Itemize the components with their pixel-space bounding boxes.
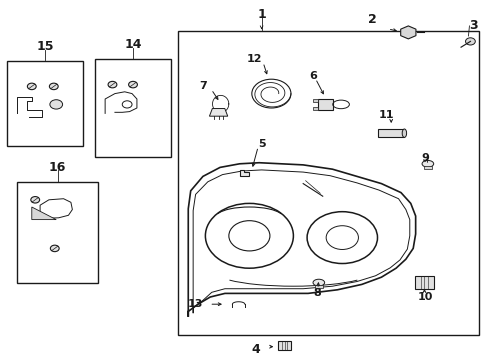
- Text: 1: 1: [257, 8, 265, 21]
- Text: 10: 10: [417, 292, 432, 302]
- Bar: [423, 166, 431, 169]
- Text: 12: 12: [246, 54, 262, 64]
- Bar: [414, 276, 433, 289]
- Polygon shape: [239, 170, 249, 176]
- Circle shape: [128, 81, 137, 88]
- Text: 4: 4: [251, 343, 260, 356]
- Text: 2: 2: [367, 13, 376, 26]
- Circle shape: [50, 100, 62, 109]
- Circle shape: [50, 245, 59, 252]
- Ellipse shape: [312, 279, 324, 286]
- Bar: [17, 182, 98, 283]
- Circle shape: [49, 83, 58, 90]
- Text: 11: 11: [378, 110, 393, 120]
- Bar: [7, 61, 83, 146]
- Text: 3: 3: [468, 19, 477, 32]
- Text: 5: 5: [257, 139, 265, 149]
- Bar: [312, 99, 318, 102]
- Text: 14: 14: [124, 39, 142, 51]
- Text: 8: 8: [312, 288, 320, 298]
- Text: 16: 16: [49, 161, 66, 174]
- Text: 15: 15: [36, 40, 54, 53]
- Text: 7: 7: [199, 81, 206, 91]
- Ellipse shape: [401, 129, 406, 138]
- Bar: [277, 341, 291, 350]
- Bar: [377, 129, 404, 138]
- Bar: [178, 31, 478, 335]
- Text: 9: 9: [421, 153, 428, 163]
- Text: 6: 6: [308, 71, 316, 81]
- Circle shape: [108, 81, 117, 88]
- Bar: [95, 59, 171, 157]
- Circle shape: [465, 38, 474, 45]
- Bar: [314, 285, 322, 288]
- Bar: [312, 107, 318, 109]
- Circle shape: [31, 197, 40, 203]
- Polygon shape: [400, 26, 415, 39]
- Polygon shape: [209, 109, 227, 116]
- Text: 13: 13: [187, 299, 203, 309]
- Ellipse shape: [421, 161, 433, 167]
- Bar: [318, 99, 332, 110]
- Circle shape: [27, 83, 36, 90]
- Polygon shape: [32, 207, 56, 220]
